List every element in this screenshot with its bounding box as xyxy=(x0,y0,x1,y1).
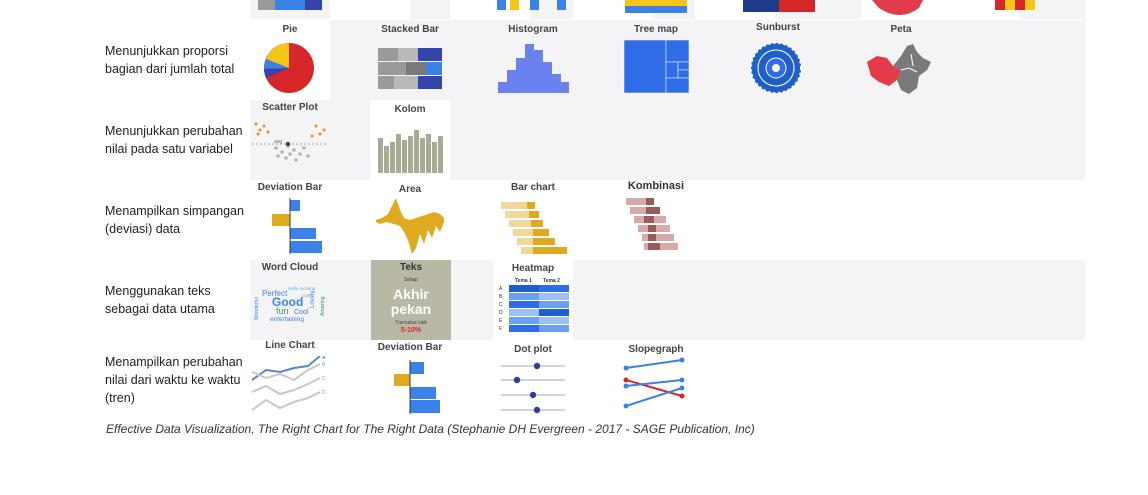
heatmap-graphic: Tema 1 Tema 2 A B C D E F xyxy=(499,278,569,332)
word: entertaining xyxy=(270,316,304,323)
line-label: B xyxy=(322,362,326,368)
chart-title: Sunburst xyxy=(756,22,800,33)
chart-pie: Pie xyxy=(250,20,330,100)
chart-title: Teks xyxy=(399,262,423,273)
line-chart-graphic: A B C D xyxy=(251,356,326,411)
chart-scatter-plot: Scatter Plot avg xyxy=(250,100,330,180)
chart-deviation-bar-trend: Deviation Bar xyxy=(370,340,450,420)
word: Perfect xyxy=(262,289,288,298)
line-label: C xyxy=(322,376,326,382)
chart-title: Word Cloud xyxy=(261,262,319,273)
word: cute xyxy=(302,293,311,298)
chart-title: Deviation Bar xyxy=(257,182,323,193)
heatmap-row: D xyxy=(499,310,503,316)
chart-title: Deviation Bar xyxy=(377,342,443,353)
chart-title: Kolom xyxy=(394,104,426,115)
chart-map: Peta xyxy=(861,20,941,100)
chart-line: Line Chart A B C D xyxy=(250,340,330,420)
row-proportion: Menunjukkan proporsi bagian dari jumlah … xyxy=(105,20,1085,100)
scatter-graphic: avg xyxy=(252,122,328,162)
chart-title: Bar chart xyxy=(511,182,555,193)
heatmap-row: F xyxy=(499,326,502,332)
word-cloud-graphic: Good Perfect fun Cool entertaining Hello… xyxy=(254,286,326,323)
heatmap-col: Tema 2 xyxy=(543,278,560,284)
tree-map-graphic xyxy=(623,39,690,94)
heatmap-row: A xyxy=(499,286,503,292)
chart-histogram: Histogram xyxy=(493,20,573,100)
map-graphic xyxy=(867,44,931,94)
pie-graphic xyxy=(263,43,314,93)
heatmap-row: B xyxy=(499,294,503,300)
teks-sub: Transaksi naik xyxy=(394,320,428,326)
line-label: D xyxy=(322,390,326,396)
chart-title: Tree map xyxy=(634,24,678,35)
chart-dot-plot: Dot plot xyxy=(493,340,573,420)
chart-title: Line Chart xyxy=(265,340,315,351)
chart-bar: Bar chart xyxy=(493,180,573,260)
chart-area: Area xyxy=(370,180,450,260)
row-text-data: Menggunakan teks sebagai data utama Word… xyxy=(105,260,1085,340)
chart-title: Histogram xyxy=(508,24,558,35)
teks-main-2: pekan xyxy=(390,301,432,317)
chart-slopegraph: Slopegraph xyxy=(616,340,696,420)
chart-title: Dot plot xyxy=(514,344,552,355)
row-label: Menggunakan teks sebagai data utama xyxy=(105,284,215,316)
chart-column: Kolom xyxy=(370,100,450,180)
word: Amazing xyxy=(320,296,326,316)
previous-row-remnant xyxy=(105,0,1085,19)
word: Lovely xyxy=(310,291,316,308)
teks-percent: 5-10% xyxy=(400,327,422,334)
chart-sunburst: Sunburst xyxy=(738,20,818,100)
word: Wonderful xyxy=(254,297,260,320)
heatmap-row: C xyxy=(499,302,503,308)
chart-tree-map: Tree map xyxy=(616,20,696,100)
heatmap-col: Tema 1 xyxy=(515,278,532,284)
chart-title: Scatter Plot xyxy=(262,102,318,113)
chart-title: Slopegraph xyxy=(628,344,684,355)
row-label: Menunjukkan proporsi bagian dari jumlah … xyxy=(105,44,235,76)
sunburst-graphic xyxy=(750,42,802,94)
avg-label: avg xyxy=(274,139,282,145)
word: Hello xyxy=(288,286,299,291)
chart-title: Peta xyxy=(890,24,912,35)
chart-stacked-bar: Stacked Bar xyxy=(370,20,450,100)
line-label: A xyxy=(322,356,326,361)
deviation-bar-graphic xyxy=(394,360,440,414)
deviation-bar-graphic xyxy=(272,198,322,254)
chart-title: Area xyxy=(398,184,422,195)
chart-heatmap: Heatmap Tema 1 Tema 2 A B C D E F xyxy=(493,260,573,340)
column-graphic xyxy=(378,130,443,173)
chart-text: Teks Setiap Akhir pekan Transaksi naik 5… xyxy=(371,260,451,340)
chart-combination: Kombinasi xyxy=(616,180,696,260)
chart-title: Kombinasi xyxy=(627,180,685,192)
chart-title: Stacked Bar xyxy=(381,24,439,35)
combination-graphic xyxy=(626,198,678,250)
word: fun xyxy=(276,306,289,316)
row-label: Menampilkan perubahan nilai dari waktu k… xyxy=(105,355,243,405)
row-single-variable: Menunjukkan perubahan nilai pada satu va… xyxy=(105,100,1085,180)
row-label: Menampilkan simpangan (deviasi) data xyxy=(105,204,244,236)
bar-chart-graphic xyxy=(501,202,567,254)
row-deviation: Menampilkan simpangan (deviasi) data Dev… xyxy=(105,180,1085,260)
chart-word-cloud: Word Cloud Good Perfect fun Cool enterta… xyxy=(250,260,330,340)
chart-title: Pie xyxy=(282,24,298,35)
area-graphic xyxy=(376,198,444,254)
word: Cool xyxy=(294,309,309,316)
row-trend: Menampilkan perubahan nilai dari waktu k… xyxy=(105,340,1085,420)
word: Good xyxy=(272,295,303,309)
word: exciting xyxy=(300,286,316,291)
heatmap-row: E xyxy=(499,318,503,324)
teks-main-1: Akhir xyxy=(393,286,429,302)
histogram-graphic xyxy=(498,44,569,93)
stacked-bar-graphic xyxy=(378,48,442,89)
row-label: Menunjukkan perubahan nilai pada satu va… xyxy=(105,124,243,156)
chart-deviation-bar: Deviation Bar xyxy=(250,180,330,260)
chart-title: Heatmap xyxy=(511,263,555,274)
slopegraph-graphic xyxy=(623,357,685,409)
teks-top: Setiap xyxy=(403,277,419,283)
dot-plot-graphic xyxy=(501,362,565,414)
source-caption: Effective Data Visualization, The Right … xyxy=(106,422,755,436)
